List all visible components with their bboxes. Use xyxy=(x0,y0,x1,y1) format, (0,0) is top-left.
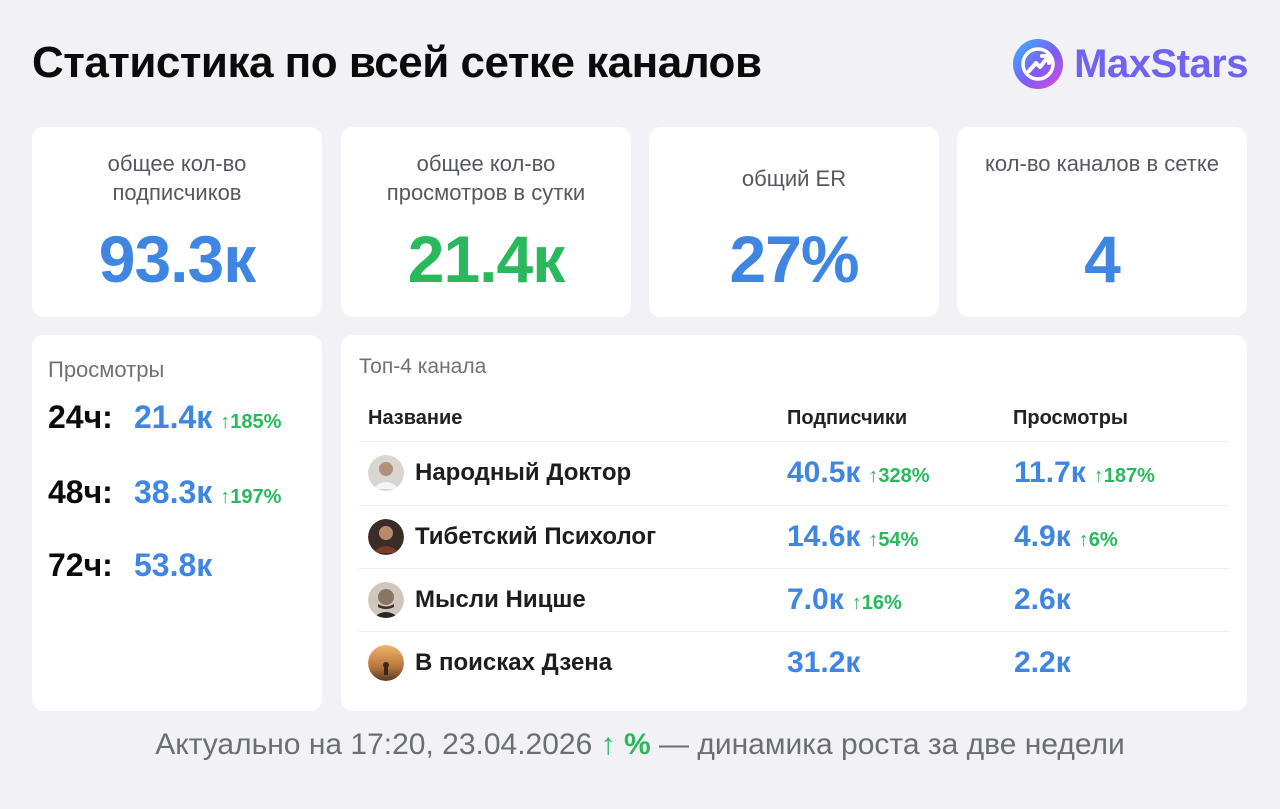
views-cell: 11.7к ↑187% xyxy=(1014,456,1155,490)
growth-value: 16% xyxy=(861,592,902,614)
growth-badge: ↑185% xyxy=(220,411,282,433)
views-value: 4.9к xyxy=(1014,520,1071,553)
maxstars-logo-icon xyxy=(1013,39,1064,89)
top-channels-title: Топ-4 канала xyxy=(359,355,487,378)
footer-legend-text: — динамика роста за две недели xyxy=(659,728,1125,761)
subscribers-cell: 31.2к xyxy=(787,646,868,680)
stat-value: 93.3к xyxy=(98,222,257,296)
views-value: 38.3к xyxy=(134,474,213,510)
channel-name: Мысли Ницше xyxy=(415,586,586,613)
table-divider xyxy=(359,568,1229,569)
subscribers-cell: 14.6к ↑54% xyxy=(787,520,918,554)
column-header-name: Название xyxy=(368,407,463,429)
stat-label: кол-во каналов в сетке xyxy=(985,151,1219,176)
views-value: 2.2к xyxy=(1014,646,1071,679)
views-panel: Просмотры 24ч: 21.4к ↑185% 48ч: 38.3к ↑1… xyxy=(32,335,322,711)
stat-value: 4 xyxy=(1084,222,1121,296)
growth-badge: ↑54% xyxy=(868,529,919,551)
stat-label: общий ER xyxy=(741,166,847,191)
stat-value: 27% xyxy=(729,222,859,296)
channel-avatar-icon xyxy=(368,455,404,491)
views-value: 21.4к xyxy=(134,399,213,435)
stat-label: общее кол-во просмотров в сутки xyxy=(386,151,586,205)
growth-value: 54% xyxy=(878,529,919,551)
growth-badge: ↑16% xyxy=(851,592,902,614)
column-header-subscribers: Подписчики xyxy=(787,407,908,429)
subscribers-value: 14.6к xyxy=(787,520,861,553)
channel-avatar-icon xyxy=(368,519,404,555)
growth-value: 187% xyxy=(1103,465,1155,487)
table-row[interactable]: Народный Доктор 40.5к ↑328% 11.7к ↑187% xyxy=(359,442,1229,504)
growth-badge: ↑6% xyxy=(1078,529,1118,551)
views-period: 24ч: xyxy=(48,399,113,435)
views-value: 2.6к xyxy=(1014,583,1071,616)
stat-card-subscribers: общее кол-во подписчиков 93.3к xyxy=(32,127,322,317)
subscribers-value: 31.2к xyxy=(787,646,861,679)
channel-name: Тибетский Психолог xyxy=(415,523,657,550)
growth-badge: ↑187% xyxy=(1093,465,1155,487)
table-divider xyxy=(359,441,1229,442)
table-divider xyxy=(359,505,1229,506)
views-title: Просмотры xyxy=(48,357,165,382)
subscribers-value: 7.0к xyxy=(787,583,844,616)
growth-value: 328% xyxy=(878,465,930,487)
channel-name: Народный Доктор xyxy=(415,459,632,486)
views-row-72h: 72ч: 53.8к xyxy=(48,547,220,584)
growth-value: 6% xyxy=(1088,529,1118,551)
page-title: Статистика по всей сетке каналов xyxy=(32,38,762,87)
growth-badge: ↑197% xyxy=(220,486,282,508)
footer-timestamp: Актуально на 17:20, 23.04.2026 xyxy=(155,728,593,761)
views-cell: 2.6к xyxy=(1014,583,1079,617)
table-row[interactable]: В поисках Дзена 31.2к 2.2к xyxy=(359,632,1229,694)
subscribers-cell: 40.5к ↑328% xyxy=(787,456,930,490)
channel-name: В поисках Дзена xyxy=(415,649,613,676)
growth-value: 185% xyxy=(230,411,282,433)
growth-badge: ↑328% xyxy=(868,465,930,487)
stat-card-channel-count: кол-во каналов в сетке 4 xyxy=(957,127,1247,317)
table-row[interactable]: Тибетский Психолог 14.6к ↑54% 4.9к ↑6% xyxy=(359,506,1229,568)
table-divider xyxy=(359,631,1229,632)
stat-label: общее кол-во подписчиков xyxy=(107,151,247,205)
views-value: 53.8к xyxy=(134,547,213,583)
growth-value: 197% xyxy=(230,486,282,508)
views-period: 48ч: xyxy=(48,474,113,510)
views-value: 11.7к xyxy=(1014,456,1086,489)
subscribers-cell: 7.0к ↑16% xyxy=(787,583,902,617)
footer-growth-legend: ↑ % xyxy=(600,728,651,761)
channel-avatar-icon xyxy=(368,645,404,681)
views-period: 72ч: xyxy=(48,547,113,583)
views-cell: 2.2к xyxy=(1014,646,1079,680)
subscribers-value: 40.5к xyxy=(787,456,861,489)
brand-logo-block: MaxStars xyxy=(1012,38,1248,90)
table-row[interactable]: Мысли Ницше 7.0к ↑16% 2.6к xyxy=(359,569,1229,631)
channel-avatar-icon xyxy=(368,582,404,618)
footer-note: Актуально на 17:20, 23.04.2026 ↑ % — дин… xyxy=(0,728,1280,762)
views-cell: 4.9к ↑6% xyxy=(1014,520,1118,554)
stat-card-er: общий ER 27% xyxy=(649,127,939,317)
views-row-48h: 48ч: 38.3к ↑197% xyxy=(48,474,281,511)
brand-name: MaxStars xyxy=(1074,41,1248,86)
column-header-views: Просмотры xyxy=(1013,407,1129,429)
stat-value: 21.4к xyxy=(407,222,566,296)
top-channels-panel: Топ-4 канала Название Подписчики Просмот… xyxy=(341,335,1247,711)
views-row-24h: 24ч: 21.4к ↑185% xyxy=(48,399,281,436)
stat-card-daily-views: общее кол-во просмотров в сутки 21.4к xyxy=(341,127,631,317)
